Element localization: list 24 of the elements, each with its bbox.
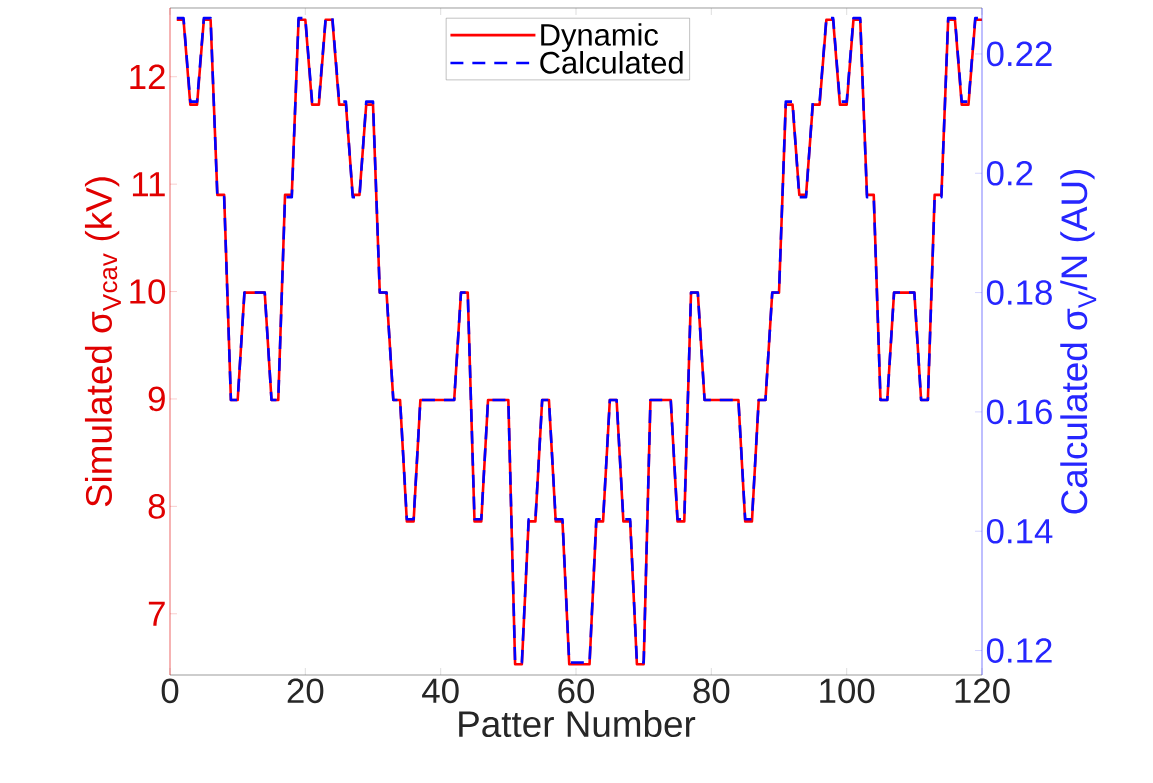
legend-label: Dynamic xyxy=(541,23,659,52)
y2-tick-label: 0.2 xyxy=(986,160,1033,186)
y2-tick-label: 0.14 xyxy=(986,518,1053,544)
x-axis-title: Patter Number xyxy=(459,710,696,738)
y2-tick-label: 0.18 xyxy=(986,280,1052,305)
x-tick-label: 80 xyxy=(693,678,730,704)
legend-label: Calculated xyxy=(540,51,683,74)
y2-tick-label: 0.16 xyxy=(986,399,1052,425)
y2-tick-label: 0.22 xyxy=(986,41,1052,67)
y2-tick-label: 0.12 xyxy=(986,638,1052,663)
x-tick-label: 40 xyxy=(422,678,459,704)
y-tick-label: 8 xyxy=(148,494,165,519)
y-tick-label: 7 xyxy=(148,601,165,626)
y-tick-label: 10 xyxy=(130,279,166,304)
x-tick-label: 20 xyxy=(287,678,324,704)
x-tick-label: 120 xyxy=(955,678,1010,704)
y-tick-label: 11 xyxy=(132,172,165,197)
y-axis-title: Simulated σ$_{Vcav}$ (kV) xyxy=(84,177,121,507)
y-tick-label: 12 xyxy=(130,64,165,89)
x-tick-label: 0 xyxy=(161,678,179,704)
y-tick-label: 9 xyxy=(148,386,165,412)
x-tick-label: 100 xyxy=(820,678,875,704)
y2-axis-title: Calculated σ$_{V}$/N (AU) xyxy=(1060,169,1097,514)
x-tick-label: 60 xyxy=(558,678,595,704)
